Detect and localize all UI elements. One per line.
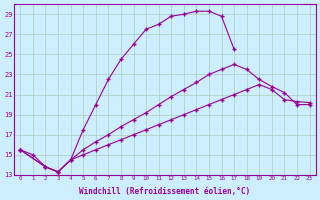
X-axis label: Windchill (Refroidissement éolien,°C): Windchill (Refroidissement éolien,°C)	[79, 187, 251, 196]
